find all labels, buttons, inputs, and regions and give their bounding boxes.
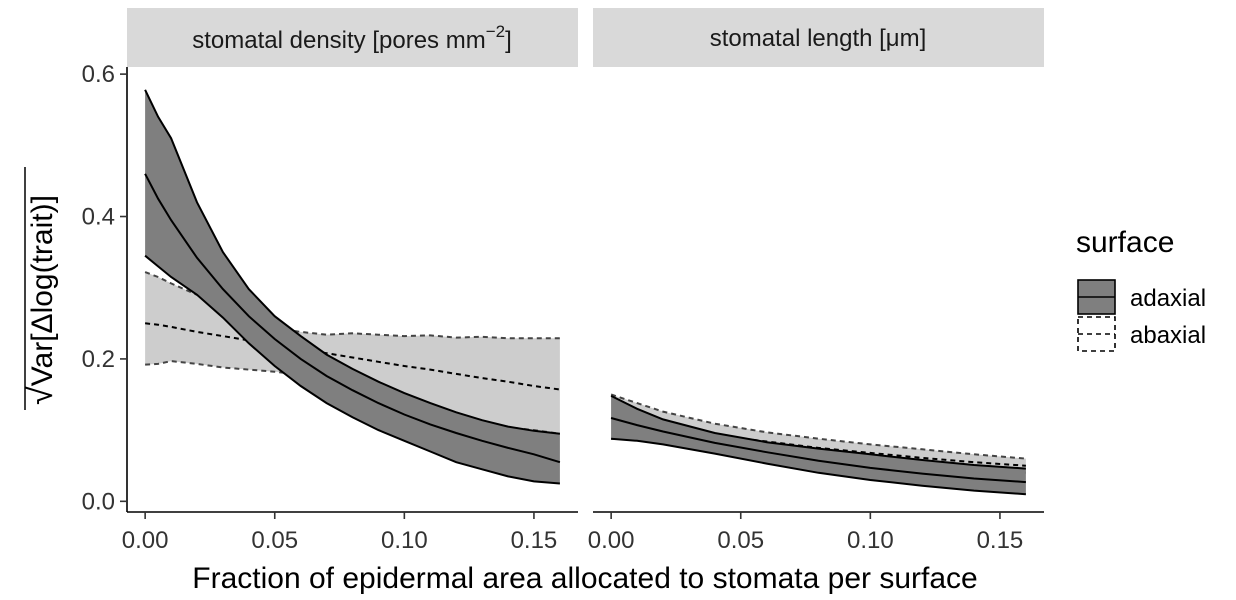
strip-length-label: stomatal length [μm] (710, 25, 927, 52)
x-tick-label: 0.05 (717, 527, 764, 554)
ribbon-lower-adaxial (611, 437, 1026, 496)
y-axis-title: √Var[Δlog(trait)] (22, 167, 60, 410)
x-tick-label: 0.15 (511, 527, 558, 554)
line-adaxial (610, 417, 1026, 484)
x-tick-label: 0.05 (251, 527, 298, 554)
panel-length (610, 393, 1026, 496)
ribbon-lower-abaxial (145, 360, 561, 435)
strip-density-suffix: ] (505, 27, 512, 54)
x-tick-label: 0.10 (847, 527, 894, 554)
strip-density-text: stomatal density [pores mm−2] (192, 22, 512, 54)
x-tick-label: 0.00 (122, 527, 169, 554)
x-tick-label: 0.10 (381, 527, 428, 554)
panel-density (144, 89, 561, 485)
x-axis-title: Fraction of epidermal area allocated to … (192, 562, 977, 595)
x-tick-label: 0.00 (588, 527, 635, 554)
line-adaxial (144, 173, 561, 464)
y-axis-title-text: √Var[Δlog(trait)] (22, 195, 60, 405)
legend-label-adaxial: adaxial (1130, 285, 1206, 312)
ribbon-upper-abaxial (144, 271, 560, 340)
y-axis-sqrt-symbol: √ (22, 386, 60, 405)
line-abaxial (144, 322, 561, 391)
ribbon-upper-abaxial (610, 393, 1026, 460)
legend-title: surface (1076, 226, 1174, 259)
ribbon-upper-adaxial (610, 395, 1026, 470)
y-tick-label: 0.2 (82, 346, 115, 373)
y-axis-radicand: Var[Δlog(trait)] (26, 195, 59, 386)
ribbon-lower-adaxial (144, 254, 560, 485)
ribbon-abaxial (611, 394, 1026, 473)
legend: surface adaxial abaxial (1076, 226, 1206, 352)
axes (126, 67, 1044, 513)
ticks: 0.00 0.05 0.10 0.15 0.00 0.05 0.10 0.15 0.0 0.2 0.… (82, 61, 1024, 554)
ribbon-abaxial (145, 272, 560, 434)
strip-length: stomatal length [μm] (593, 8, 1044, 67)
strip-density: stomatal density [pores mm−2] (127, 8, 578, 67)
y-tick-label: 0.0 (82, 488, 115, 515)
y-tick-label: 0.6 (82, 61, 115, 88)
ribbon-adaxial (145, 89, 560, 484)
y-tick-label: 0.4 (82, 204, 115, 231)
legend-label-abaxial: abaxial (1130, 322, 1206, 349)
strip-density-superscript: −2 (486, 22, 505, 41)
ribbon-adaxial (611, 395, 1026, 495)
ribbon-upper-adaxial (144, 89, 561, 435)
strip-density-label: stomatal density [pores mm (192, 27, 485, 54)
x-tick-label: 0.15 (977, 527, 1024, 554)
